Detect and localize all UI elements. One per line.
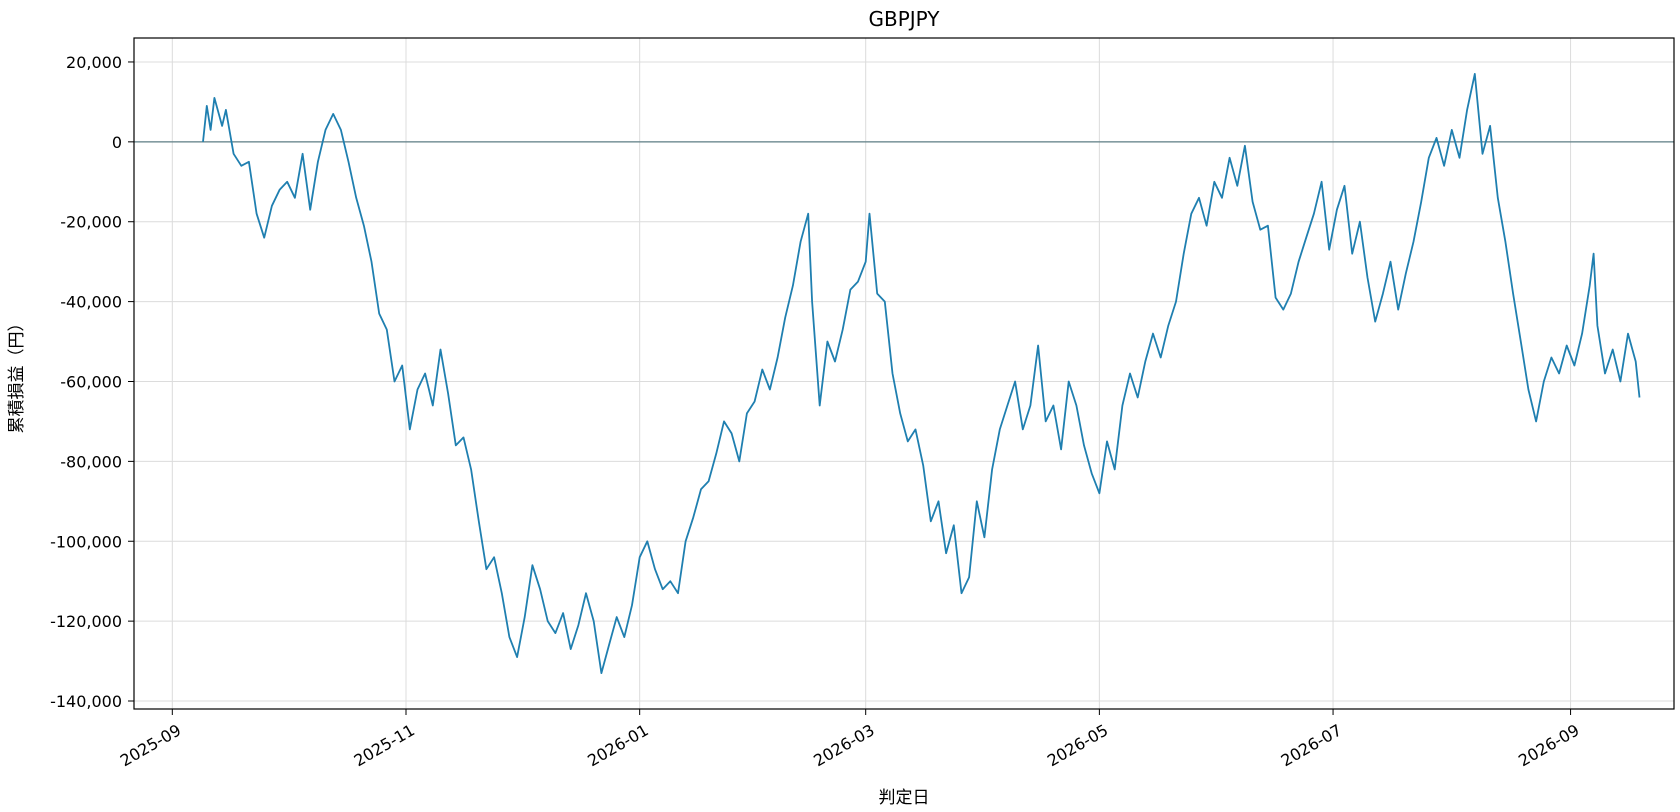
x-axis-label: 判定日 — [879, 788, 930, 808]
y-tick-label: -80,000 — [60, 452, 122, 471]
plot-frame — [133, 37, 1675, 710]
grid — [134, 38, 1674, 709]
series-line-gbpjpy — [202, 73, 1641, 674]
chart-title: GBPJPY — [868, 7, 940, 31]
y-tick-label: 20,000 — [66, 53, 122, 72]
y-tick-label: -100,000 — [50, 532, 122, 551]
y-tick-label: 0 — [112, 133, 122, 152]
y-tick-label: -140,000 — [50, 692, 122, 711]
y-tick-label: -40,000 — [60, 293, 122, 312]
y-tick-label: -20,000 — [60, 213, 122, 232]
y-tick-label: -120,000 — [50, 612, 122, 631]
y-axis-label: 累積損益（円） — [7, 315, 27, 434]
y-tick-label: -60,000 — [60, 372, 122, 391]
